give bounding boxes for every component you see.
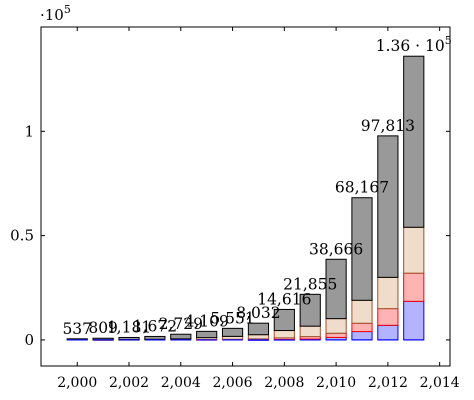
total-label-2011: 68,167 bbox=[335, 179, 389, 197]
x-tick-label-2008: 2,008 bbox=[264, 375, 304, 391]
total-label-2005: 4,109 bbox=[184, 312, 228, 330]
y-scale-base: ·10 bbox=[40, 6, 64, 24]
bar-2010-segment-3 bbox=[325, 258, 347, 320]
bar-2009-segment-3 bbox=[299, 293, 321, 327]
total-label-2007: 8,032 bbox=[236, 304, 280, 322]
total-label-2010: 38,666 bbox=[309, 240, 363, 258]
x-tick-label-2014: 2,014 bbox=[420, 375, 460, 391]
bar-2013-segment-2 bbox=[403, 226, 425, 274]
bar-2013-segment-0 bbox=[403, 300, 425, 341]
bar-2012-segment-1 bbox=[377, 308, 399, 326]
bar-2002-segment-3 bbox=[118, 336, 140, 341]
x-axis: 2,000 2,002 2,004 2,006 2,008 2,010 2,012 2,014 bbox=[57, 27, 460, 391]
bar-2007-segment-3 bbox=[247, 322, 270, 336]
y-tick-label-0: 0 bbox=[24, 331, 34, 349]
y-axis: 00.51 bbox=[10, 122, 450, 349]
y-tick-label-1: 0.5 bbox=[10, 227, 34, 245]
x-tick-label-2012: 2,012 bbox=[368, 375, 408, 391]
bar-2013-segment-3 bbox=[403, 55, 425, 228]
y-scale-multiplier: ·105 bbox=[40, 3, 71, 24]
plot-frame bbox=[40, 26, 451, 367]
total-label-2013: 1.36 · 105 bbox=[376, 34, 452, 55]
total-label-2004: 2,729 bbox=[159, 315, 203, 333]
total-label-2002: 1,181 bbox=[107, 318, 151, 336]
bar-2003-segment-3 bbox=[144, 335, 166, 340]
bar-2011-segment-0 bbox=[351, 331, 373, 341]
total-label-2009: 21,855 bbox=[283, 275, 337, 293]
y-tick-label-2: 1 bbox=[24, 122, 34, 140]
bar-2010-segment-2 bbox=[325, 318, 347, 334]
bar-2010-segment-1 bbox=[325, 332, 347, 338]
total-label-2000: 537 bbox=[62, 320, 92, 338]
bar-2008-segment-3 bbox=[273, 308, 295, 332]
bar-2004-segment-3 bbox=[170, 333, 192, 340]
bar-2012-segment-2 bbox=[377, 276, 399, 310]
total-label-2012: 97,813 bbox=[361, 117, 415, 135]
total-label-2003: 1,672 bbox=[133, 317, 177, 335]
bar-2005-segment-3 bbox=[196, 330, 218, 339]
total-label-2006: 5,551 bbox=[210, 309, 254, 327]
bar-2007-segment-2 bbox=[247, 334, 270, 340]
bar-2012-segment-0 bbox=[377, 324, 399, 341]
bar-2006-segment-3 bbox=[221, 327, 244, 337]
total-label-2008: 14,616 bbox=[257, 290, 311, 308]
bars-group bbox=[66, 55, 425, 341]
total-labels-group: 5378091,1811,6722,7294,1095,5518,03214,6… bbox=[62, 34, 451, 338]
bar-2008-segment-2 bbox=[273, 330, 295, 339]
bar-2011-segment-2 bbox=[351, 299, 373, 324]
x-tick-label-2004: 2,004 bbox=[161, 375, 201, 391]
total-label-2001: 809 bbox=[88, 319, 118, 337]
x-tick-label-2010: 2,010 bbox=[316, 375, 356, 391]
bar-2011-segment-3 bbox=[351, 197, 373, 301]
x-tick-label-2000: 2,000 bbox=[57, 375, 97, 391]
x-tick-label-2002: 2,002 bbox=[109, 375, 149, 391]
bar-2011-segment-1 bbox=[351, 322, 373, 333]
bar-2013-segment-1 bbox=[403, 272, 425, 302]
bar-2012-segment-3 bbox=[377, 135, 399, 278]
y-scale-exponent: 5 bbox=[64, 3, 71, 16]
x-tick-label-2006: 2,006 bbox=[213, 375, 253, 391]
bar-2009-segment-2 bbox=[299, 325, 321, 338]
